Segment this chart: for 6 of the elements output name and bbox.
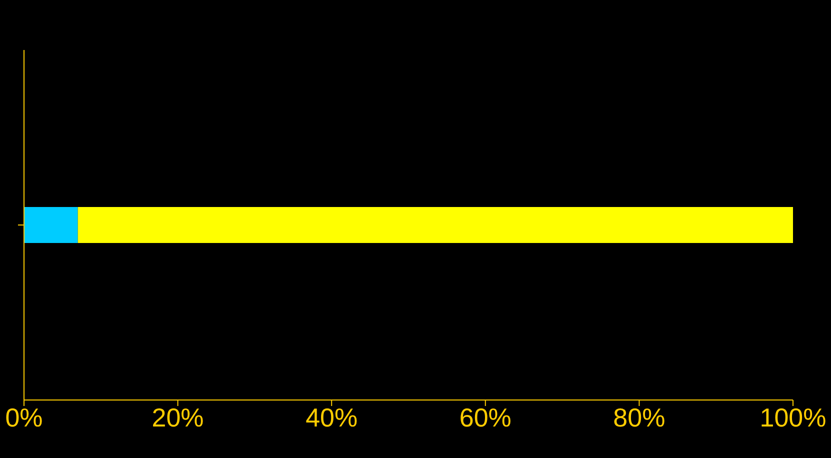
x-tick-label: 80% bbox=[613, 402, 666, 432]
x-tick-label: 0% bbox=[5, 402, 43, 432]
x-tick-label: 40% bbox=[306, 402, 358, 432]
x-tick-label: 20% bbox=[152, 402, 204, 432]
x-tick-label: 100% bbox=[760, 402, 826, 432]
x-tick-label: 60% bbox=[459, 402, 512, 432]
